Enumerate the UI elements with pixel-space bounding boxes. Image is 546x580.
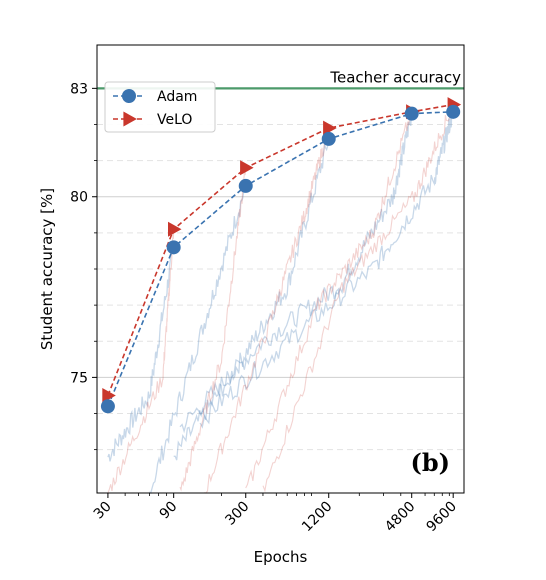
training-curve <box>204 127 330 494</box>
velo-point <box>323 120 337 136</box>
adam-point <box>321 131 336 146</box>
gridlines <box>97 123 464 451</box>
teacher-accuracy-label: Teacher accuracy <box>329 68 461 86</box>
adam-series-line <box>107 111 454 407</box>
training-curve <box>179 167 247 492</box>
x-tick-label: 90 <box>157 499 181 523</box>
velo-point <box>102 388 116 403</box>
velo-point <box>240 160 254 176</box>
adam-point <box>404 106 419 121</box>
training-curve <box>107 246 175 462</box>
x-axis-label: Epochs <box>254 548 308 566</box>
y-tick-label: 83 <box>70 81 88 97</box>
adam-point <box>100 399 115 414</box>
training-curve <box>173 138 330 461</box>
velo-point <box>168 221 182 237</box>
training-curve <box>107 229 175 494</box>
x-tick-label: 4800 <box>382 499 419 536</box>
series-lines <box>100 97 462 414</box>
adam-point <box>166 240 181 255</box>
legend-adam-label: Adam <box>157 89 197 105</box>
training-curve <box>179 113 413 434</box>
x-tick-label: 30 <box>91 499 115 523</box>
y-axis-label: Student accuracy [%] <box>38 188 56 350</box>
adam-training-curves <box>107 107 454 495</box>
legend: Adam VeLO <box>104 81 216 133</box>
y-tick-label: 75 <box>70 370 88 386</box>
training-curve <box>148 181 247 495</box>
velo-series-line <box>107 103 454 396</box>
adam-point <box>446 104 461 119</box>
legend-velo-marker <box>123 111 137 127</box>
training-curve <box>262 104 454 493</box>
y-tick-label: 80 <box>70 190 88 206</box>
x-tick-label: 9600 <box>424 499 461 536</box>
legend-adam-marker <box>122 89 136 103</box>
training-curve <box>199 107 454 429</box>
x-tick-label: 1200 <box>299 499 336 536</box>
velo-training-curves <box>107 104 454 494</box>
legend-velo-label: VeLO <box>157 112 192 128</box>
training-curve <box>245 109 413 489</box>
adam-point <box>238 178 253 193</box>
x-tick-label: 300 <box>222 499 252 529</box>
panel-label: (b) <box>411 448 451 477</box>
